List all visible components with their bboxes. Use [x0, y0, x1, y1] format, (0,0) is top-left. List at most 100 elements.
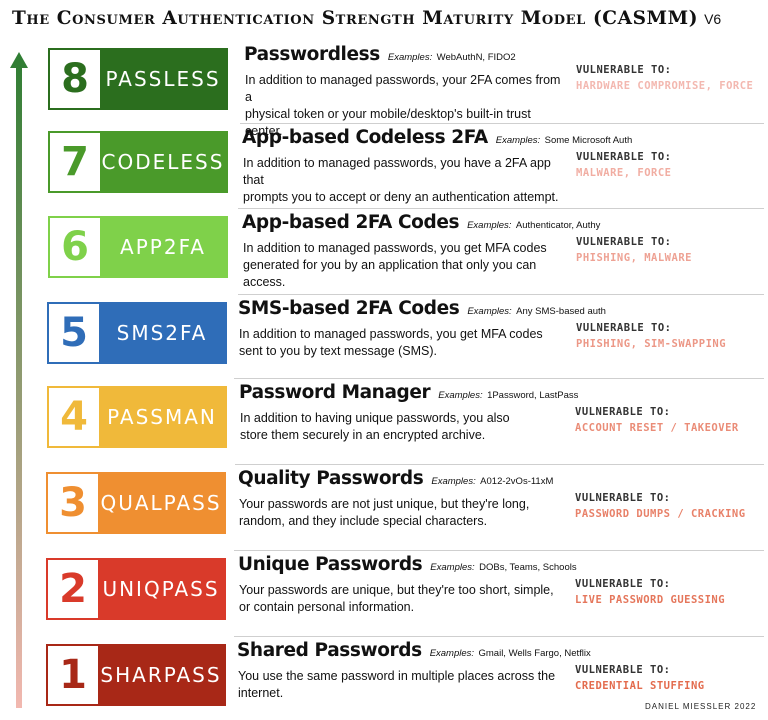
level-number: 2 [48, 560, 98, 618]
vulnerable-value: PHISHING, MALWARE [576, 252, 692, 264]
description-line: You use the same password in multiple pl… [238, 669, 556, 683]
description-line: sent to you by text message (SMS). [239, 344, 437, 358]
row-divider [234, 550, 764, 551]
level-heading: Shared Passwords Examples: Gmail, Wells F… [237, 640, 591, 661]
row-divider [238, 294, 764, 295]
examples-label: Examples: [438, 390, 483, 401]
level-code: CODELESS [100, 133, 226, 191]
level-8: 8 PASSLESS Passwordless Examples: WebAuth… [0, 44, 768, 138]
vulnerability-block: VULNERABLE TO: PASSWORD DUMPS / CRACKING [575, 492, 746, 520]
level-heading: App-based Codeless 2FA Examples: Some Mic… [242, 127, 632, 148]
level-code: QUALPASS [98, 474, 224, 532]
description-line: prompts you to accept or deny an authent… [243, 190, 559, 204]
examples-text: Gmail, Wells Fargo, Netflix [478, 648, 591, 659]
level-title: Quality Passwords [238, 468, 424, 489]
vulnerable-label: VULNERABLE TO: [576, 322, 672, 334]
description-line: physical token or your mobile/desktop's … [245, 107, 531, 138]
author-credit: DANIEL MIESSLER 2022 [645, 702, 757, 711]
level-title: App-based Codeless 2FA [242, 127, 488, 148]
level-title: Unique Passwords [238, 554, 423, 575]
description-line: Your passwords are unique, but they're t… [239, 583, 554, 597]
level-title: Passwordless [244, 44, 380, 65]
level-title: SMS-based 2FA Codes [238, 298, 460, 319]
level-code: PASSMAN [99, 388, 225, 446]
diagram-title: The Consumer Authentication Strength Mat… [12, 8, 762, 38]
examples-text: WebAuthN, FIDO2 [436, 52, 516, 63]
level-4: 4 PASSMAN Password Manager Examples: 1Pas… [0, 382, 768, 452]
level-heading: Passwordless Examples: WebAuthN, FIDO2 [244, 44, 516, 65]
examples-text: 1Password, LastPass [487, 390, 579, 401]
level-number: 5 [49, 304, 99, 362]
examples-label: Examples: [467, 220, 512, 231]
vulnerability-block: VULNERABLE TO: MALWARE, FORCE [576, 151, 672, 179]
description-line: In addition to managed passwords, your 2… [245, 73, 561, 104]
level-code: SMS2FA [99, 304, 225, 362]
level-description: In addition to managed passwords, you ge… [239, 326, 559, 360]
vulnerability-block: VULNERABLE TO: CREDENTIAL STUFFING [575, 664, 705, 692]
level-6: 6 APP2FA App-based 2FA Codes Examples: Au… [0, 212, 768, 289]
level-code: SHARPASS [98, 646, 224, 704]
level-number: 8 [50, 50, 100, 108]
level-badge: 6 APP2FA [48, 216, 228, 278]
examples-label: Examples: [431, 476, 476, 487]
vulnerable-label: VULNERABLE TO: [576, 151, 672, 163]
vulnerable-label: VULNERABLE TO: [575, 578, 671, 590]
level-5: 5 SMS2FA SMS-based 2FA Codes Examples: An… [0, 298, 768, 368]
level-number: 1 [48, 646, 98, 704]
vulnerability-block: VULNERABLE TO: ACCOUNT RESET / TAKEOVER [575, 406, 739, 434]
vulnerable-label: VULNERABLE TO: [575, 492, 671, 504]
level-description: In addition to managed passwords, your 2… [245, 72, 565, 140]
level-number: 7 [50, 133, 100, 191]
description-line: In addition to managed passwords, you ha… [243, 156, 551, 187]
description-line: In addition to managed passwords, you ge… [243, 241, 547, 255]
level-heading: Password Manager Examples: 1Password, Las… [239, 382, 578, 403]
description-line: internet. [238, 686, 284, 700]
level-code: UNIQPASS [98, 560, 224, 618]
level-title: App-based 2FA Codes [242, 212, 460, 233]
level-badge: 2 UNIQPASS [46, 558, 226, 620]
row-divider [240, 123, 764, 124]
level-badge: 1 SHARPASS [46, 644, 226, 706]
vulnerability-block: VULNERABLE TO: PHISHING, MALWARE [576, 236, 692, 264]
examples-text: Authenticator, Authy [515, 220, 601, 231]
row-divider [235, 464, 764, 465]
examples-label: Examples: [429, 648, 475, 659]
level-7: 7 CODELESS App-based Codeless 2FA Example… [0, 127, 768, 204]
level-description: Your passwords are not just unique, but … [239, 496, 559, 530]
version-label: V6 [704, 11, 722, 27]
row-divider [238, 208, 764, 209]
vulnerable-value: CREDENTIAL STUFFING [575, 680, 705, 692]
level-description: Your passwords are unique, but they're t… [239, 582, 559, 616]
title-text: The Consumer Authentication Strength Mat… [12, 8, 699, 29]
vulnerability-block: VULNERABLE TO: HARDWARE COMPROMISE, FORC… [576, 64, 753, 92]
vulnerability-block: VULNERABLE TO: PHISHING, SIM-SWAPPING [576, 322, 726, 350]
level-code: APP2FA [100, 218, 226, 276]
level-badge: 8 PASSLESS [48, 48, 228, 110]
level-3: 3 QUALPASS Quality Passwords Examples: A0… [0, 468, 768, 538]
level-1: 1 SHARPASS Shared Passwords Examples: Gma… [0, 640, 768, 710]
row-divider [234, 378, 764, 379]
level-number: 6 [50, 218, 100, 276]
examples-label: Examples: [387, 52, 433, 63]
level-number: 4 [49, 388, 99, 446]
vulnerable-value: HARDWARE COMPROMISE, FORCE [576, 80, 754, 92]
vulnerable-value: PHISHING, SIM-SWAPPING [576, 338, 727, 350]
vulnerable-value: LIVE PASSWORD GUESSING [575, 594, 726, 606]
level-description: In addition to managed passwords, you ha… [243, 155, 563, 206]
vulnerable-value: MALWARE, FORCE [576, 167, 672, 179]
level-description: You use the same password in multiple pl… [238, 668, 558, 702]
vulnerable-value: ACCOUNT RESET / TAKEOVER [575, 422, 739, 434]
description-line: In addition to managed passwords, you ge… [239, 327, 543, 341]
level-title: Password Manager [239, 382, 431, 403]
vulnerable-label: VULNERABLE TO: [576, 236, 672, 248]
level-badge: 4 PASSMAN [47, 386, 227, 448]
row-divider [234, 636, 764, 637]
description-line: generated for you by an application that… [243, 258, 537, 289]
vulnerable-value: PASSWORD DUMPS / CRACKING [575, 508, 746, 520]
description-line: Your passwords are not just unique, but … [239, 497, 530, 511]
level-heading: Unique Passwords Examples: DOBs, Teams, S… [238, 554, 577, 575]
examples-text: A012-2vOs-11xM [480, 476, 554, 487]
examples-label: Examples: [495, 135, 541, 146]
level-code: PASSLESS [100, 50, 226, 108]
description-line: or contain personal information. [239, 600, 415, 614]
